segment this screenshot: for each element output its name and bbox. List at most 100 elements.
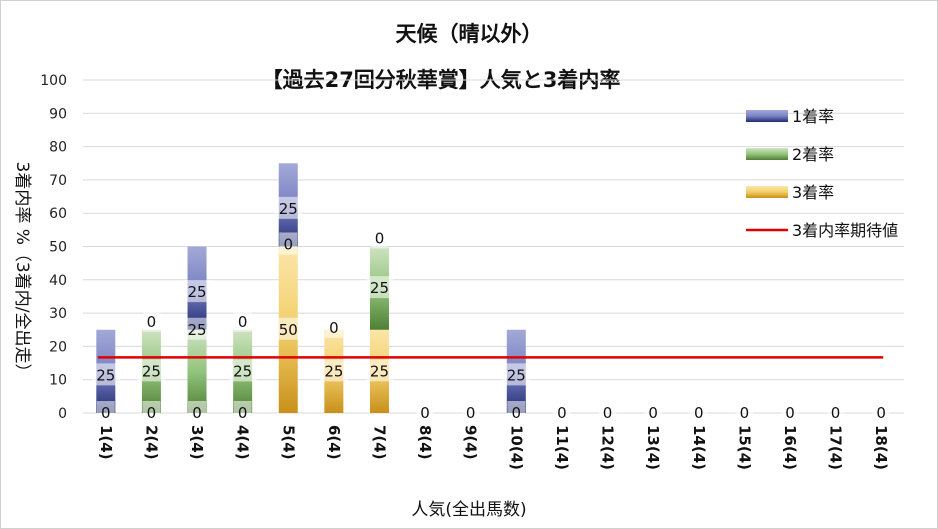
x-tick-label: 5(4) [279, 425, 297, 460]
data-label-bg [142, 309, 161, 332]
legend-swatch [746, 186, 788, 198]
bar-segment [187, 329, 207, 413]
x-tick-label: 9(4) [462, 425, 480, 460]
data-label: 25 [370, 362, 389, 380]
legend-label: 3着率 [792, 183, 834, 202]
data-label-bg [370, 226, 389, 249]
data-label: 0 [420, 404, 430, 422]
data-label: 0 [192, 404, 202, 422]
data-label: 0 [147, 313, 157, 331]
data-label-bg [228, 359, 257, 382]
legend-swatch [746, 110, 788, 122]
data-label: 0 [147, 404, 157, 422]
data-label: 0 [238, 313, 248, 331]
y-tick-label: 30 [49, 306, 67, 322]
data-label: 0 [283, 236, 293, 254]
x-tick-label: 1(4) [97, 425, 115, 460]
data-label: 25 [96, 366, 115, 384]
x-tick-label: 6(4) [325, 425, 343, 460]
y-tick-label: 40 [49, 273, 67, 289]
data-label-bg [644, 401, 663, 423]
y-tick-label: 20 [49, 339, 67, 355]
legend-swatch [746, 148, 788, 160]
data-label: 25 [187, 283, 206, 301]
x-tick-label: 15(4) [735, 425, 753, 470]
x-tick-label: 2(4) [142, 425, 160, 460]
legend-label: 2着率 [792, 145, 834, 164]
data-label-bg [598, 401, 617, 423]
data-label: 0 [466, 404, 476, 422]
data-label: 25 [233, 362, 252, 380]
y-tick-label: 10 [49, 373, 67, 389]
data-label-bg [274, 196, 303, 219]
data-label: 25 [279, 200, 298, 218]
data-label: 25 [142, 362, 161, 380]
data-label-bg [233, 309, 252, 332]
x-tick-label: 16(4) [781, 425, 799, 470]
data-label-bg [780, 401, 799, 423]
y-tick-label: 80 [49, 140, 67, 156]
legend: 1着率 2着率 3着率 3着内率期待値 [746, 107, 898, 240]
data-label: 25 [324, 362, 343, 380]
data-label-bg [735, 401, 754, 423]
data-label: 0 [648, 404, 658, 422]
data-label: 50 [279, 321, 298, 339]
x-tick-label: 7(4) [370, 425, 388, 460]
data-label: 0 [512, 404, 522, 422]
data-label: 0 [876, 404, 886, 422]
x-tick-label: 3(4) [188, 425, 206, 460]
x-tick-label: 13(4) [644, 425, 662, 470]
legend-label: 3着内率期待値 [792, 221, 898, 240]
data-label-bg [183, 280, 212, 303]
data-label: 0 [831, 404, 841, 422]
data-labels-layer: 0 25 0 25 0 0 25 25 0 25 0 50 0 25 25 0 25 25 0 0 0 0 25 0 0 0 0 0 0… [91, 196, 891, 423]
x-tick-label: 18(4) [872, 425, 890, 470]
data-label-bg [183, 317, 212, 340]
y-axis-title: 3着内率 %（3着内/全出走） [12, 162, 32, 381]
data-label-bg [552, 401, 571, 423]
data-label-bg [507, 401, 526, 423]
data-label-bg [872, 401, 891, 423]
data-label: 0 [101, 404, 111, 422]
data-label: 25 [507, 366, 526, 384]
data-label-bg [416, 401, 435, 423]
chart-title: 天候（晴以外） [396, 22, 543, 46]
x-tick-label: 4(4) [234, 425, 252, 460]
data-label-bg [91, 363, 120, 386]
data-label: 0 [238, 404, 248, 422]
data-label-bg [502, 363, 531, 386]
y-tick-label: 50 [49, 240, 67, 256]
data-label: 0 [740, 404, 750, 422]
data-label: 25 [370, 279, 389, 297]
data-label-bg [365, 359, 394, 382]
data-label-bg [137, 359, 166, 382]
data-label: 0 [694, 404, 704, 422]
data-label: 0 [785, 404, 795, 422]
legend-label: 1着率 [792, 107, 834, 126]
data-label-bg [319, 359, 348, 382]
x-tick-label: 14(4) [690, 425, 708, 470]
x-tick-label: 8(4) [416, 425, 434, 460]
data-label-bg [365, 276, 394, 299]
data-label-bg [279, 232, 298, 255]
data-label-bg [142, 401, 161, 423]
data-label-bg [461, 401, 480, 423]
data-label: 0 [329, 319, 339, 337]
data-label: 0 [557, 404, 567, 422]
data-label-bg [826, 401, 845, 423]
y-tick-label: 60 [49, 206, 67, 222]
data-label-bg [188, 401, 207, 423]
data-label-bg [689, 401, 708, 423]
y-tick-label: 100 [40, 73, 67, 89]
y-tick-label: 0 [58, 406, 67, 422]
x-axis-title: 人気(全出馬数) [411, 500, 526, 520]
data-label-bg [96, 401, 115, 423]
x-tick-label: 11(4) [553, 425, 571, 470]
data-label-bg [274, 317, 303, 340]
data-label-bg [324, 315, 343, 338]
y-tick-label: 70 [49, 173, 67, 189]
data-label-bg [233, 401, 252, 423]
data-label: 0 [603, 404, 613, 422]
